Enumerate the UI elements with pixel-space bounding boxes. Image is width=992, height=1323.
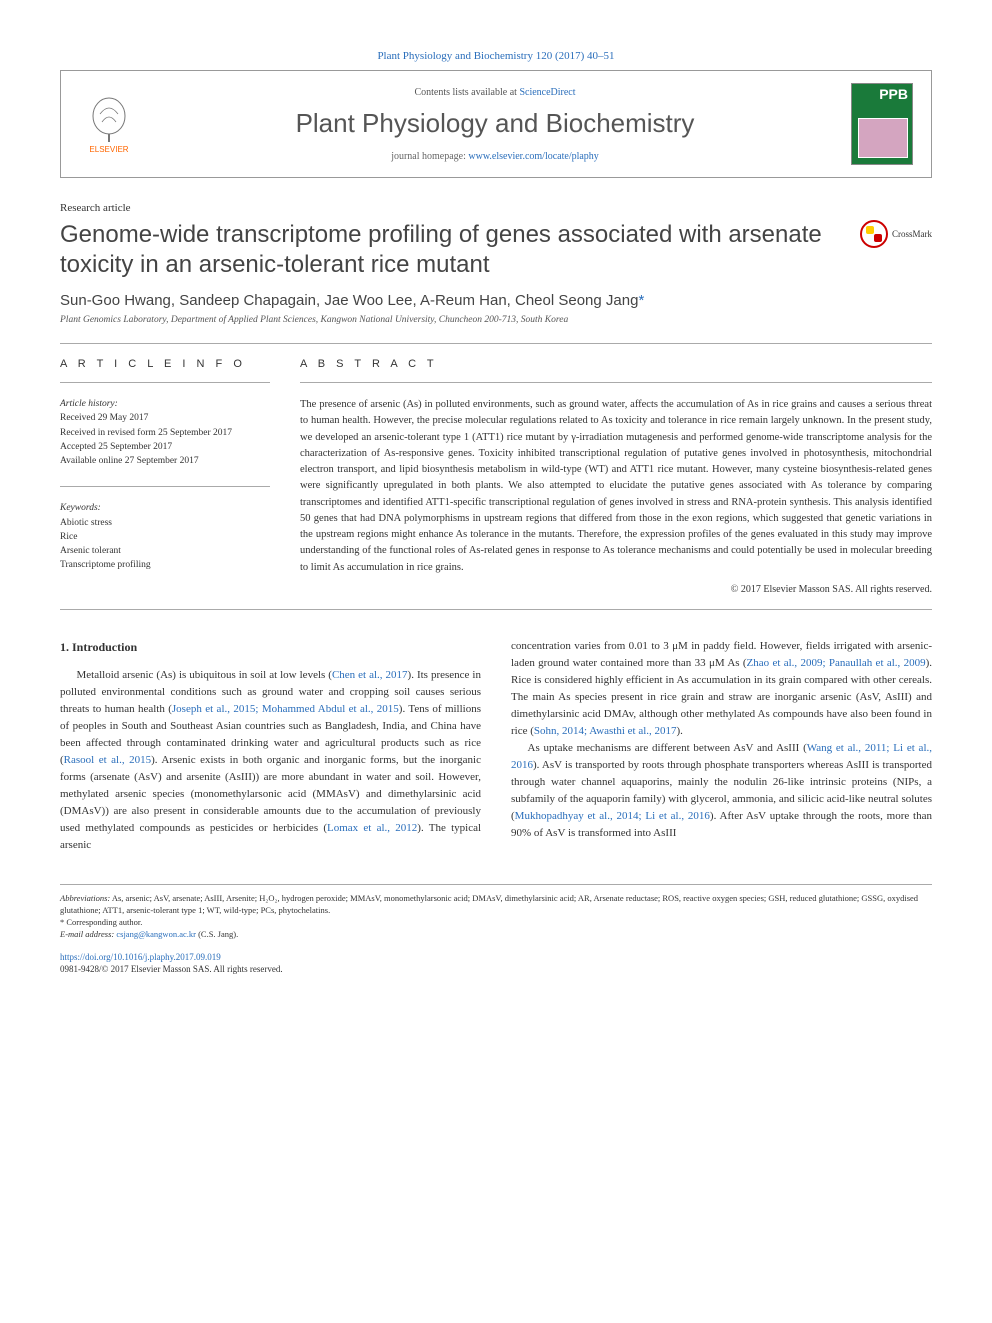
- ref-link[interactable]: Chen et al., 2017: [332, 669, 408, 681]
- keyword: Transcriptome profiling: [60, 558, 270, 572]
- corresponding-note: * Corresponding author.: [60, 917, 932, 929]
- body-col-right: concentration varies from 0.01 to 3 μM i…: [511, 638, 932, 854]
- divider: [60, 343, 932, 344]
- ref-link[interactable]: Sohn, 2014; Awasthi et al., 2017: [534, 725, 677, 737]
- ref-link[interactable]: Mukhopadhyay et al., 2014; Li et al., 20…: [515, 810, 710, 822]
- revised: Received in revised form 25 September 20…: [60, 426, 270, 440]
- issn-line: 0981-9428/© 2017 Elsevier Masson SAS. Al…: [60, 963, 932, 976]
- received: Received 29 May 2017: [60, 411, 270, 425]
- sciencedirect-link[interactable]: ScienceDirect: [519, 87, 575, 98]
- crossmark-label: CrossMark: [892, 229, 932, 239]
- keyword: Rice: [60, 530, 270, 544]
- accepted: Accepted 25 September 2017: [60, 440, 270, 454]
- corresponding-marker: *: [638, 292, 644, 309]
- history-label: Article history:: [60, 397, 270, 411]
- ref-link[interactable]: Zhao et al., 2009; Panaullah et al., 200…: [747, 657, 926, 669]
- contents-text: Contents lists available at: [414, 87, 519, 98]
- abbr-text: As, arsenic; AsV, arsenate; AsIII, Arsen…: [60, 893, 918, 915]
- homepage-link[interactable]: www.elsevier.com/locate/plaphy: [468, 151, 598, 162]
- abstract-header: A B S T R A C T: [300, 358, 932, 370]
- body-col-left: 1. Introduction Metalloid arsenic (As) i…: [60, 638, 481, 854]
- article-title: Genome-wide transcriptome profiling of g…: [60, 220, 860, 280]
- online: Available online 27 September 2017: [60, 454, 270, 468]
- title-row: Genome-wide transcriptome profiling of g…: [60, 220, 932, 280]
- keyword: Abiotic stress: [60, 516, 270, 530]
- homepage-text: journal homepage:: [391, 151, 468, 162]
- ref-link[interactable]: Rasool et al., 2015: [64, 754, 151, 766]
- info-divider-2: [60, 486, 270, 487]
- keyword: Arsenic tolerant: [60, 544, 270, 558]
- email-line: E-mail address: csjang@kangwon.ac.kr (C.…: [60, 929, 932, 941]
- abstract-text: The presence of arsenic (As) in polluted…: [300, 397, 932, 576]
- crossmark-icon: [860, 220, 888, 248]
- email-name: (C.S. Jang).: [196, 929, 238, 939]
- doi-link[interactable]: https://doi.org/10.1016/j.plaphy.2017.09…: [60, 952, 221, 962]
- body-columns: 1. Introduction Metalloid arsenic (As) i…: [60, 638, 932, 854]
- journal-cover: PPB: [851, 83, 913, 165]
- header-center: Contents lists available at ScienceDirec…: [139, 87, 851, 162]
- info-divider: [60, 382, 270, 383]
- citation-line: Plant Physiology and Biochemistry 120 (2…: [60, 50, 932, 62]
- header-inner: ELSEVIER Contents lists available at Sci…: [61, 71, 931, 177]
- ref-link[interactable]: Joseph et al., 2015; Mohammed Abdul et a…: [172, 703, 399, 715]
- intro-para-2: As uptake mechanisms are different betwe…: [511, 740, 932, 842]
- keywords-label: Keywords:: [60, 501, 270, 515]
- t: ).: [677, 725, 683, 737]
- email-link[interactable]: csjang@kangwon.ac.kr: [116, 929, 196, 939]
- keywords-block: Keywords: Abiotic stress Rice Arsenic to…: [60, 501, 270, 572]
- section-heading: 1. Introduction: [60, 638, 481, 657]
- svg-text:ELSEVIER: ELSEVIER: [89, 145, 128, 154]
- homepage-line: journal homepage: www.elsevier.com/locat…: [151, 151, 839, 162]
- crossmark-badge[interactable]: CrossMark: [860, 220, 932, 248]
- cover-label: PPB: [879, 86, 908, 102]
- page: Plant Physiology and Biochemistry 120 (2…: [0, 0, 992, 1016]
- authors: Sun-Goo Hwang, Sandeep Chapagain, Jae Wo…: [60, 292, 932, 309]
- doi-block: https://doi.org/10.1016/j.plaphy.2017.09…: [60, 951, 932, 976]
- article-type: Research article: [60, 202, 932, 214]
- t: Metalloid arsenic (As) is ubiquitous in …: [77, 669, 332, 681]
- abbreviations: Abbreviations: As, arsenic; AsV, arsenat…: [60, 893, 932, 917]
- email-label: E-mail address:: [60, 929, 116, 939]
- affiliation: Plant Genomics Laboratory, Department of…: [60, 315, 932, 325]
- abstract-divider: [300, 382, 932, 383]
- info-abstract-row: A R T I C L E I N F O Article history: R…: [60, 358, 932, 595]
- contents-line: Contents lists available at ScienceDirec…: [151, 87, 839, 98]
- history-block: Article history: Received 29 May 2017 Re…: [60, 397, 270, 468]
- journal-name: Plant Physiology and Biochemistry: [151, 108, 839, 139]
- elsevier-logo: ELSEVIER: [79, 94, 139, 154]
- journal-header: ELSEVIER Contents lists available at Sci…: [60, 70, 932, 178]
- divider-2: [60, 609, 932, 610]
- article-info: A R T I C L E I N F O Article history: R…: [60, 358, 270, 595]
- abbr-label: Abbreviations:: [60, 893, 110, 903]
- abstract-copyright: © 2017 Elsevier Masson SAS. All rights r…: [300, 584, 932, 595]
- abstract: A B S T R A C T The presence of arsenic …: [300, 358, 932, 595]
- intro-para-1: Metalloid arsenic (As) is ubiquitous in …: [60, 667, 481, 855]
- t: As uptake mechanisms are different betwe…: [528, 742, 807, 754]
- footer: Abbreviations: As, arsenic; AsV, arsenat…: [60, 884, 932, 976]
- authors-list: Sun-Goo Hwang, Sandeep Chapagain, Jae Wo…: [60, 292, 638, 309]
- ref-link[interactable]: Lomax et al., 2012: [327, 822, 417, 834]
- cover-thumbnail: [858, 118, 908, 158]
- info-header: A R T I C L E I N F O: [60, 358, 270, 370]
- intro-para-1-cont: concentration varies from 0.01 to 3 μM i…: [511, 638, 932, 740]
